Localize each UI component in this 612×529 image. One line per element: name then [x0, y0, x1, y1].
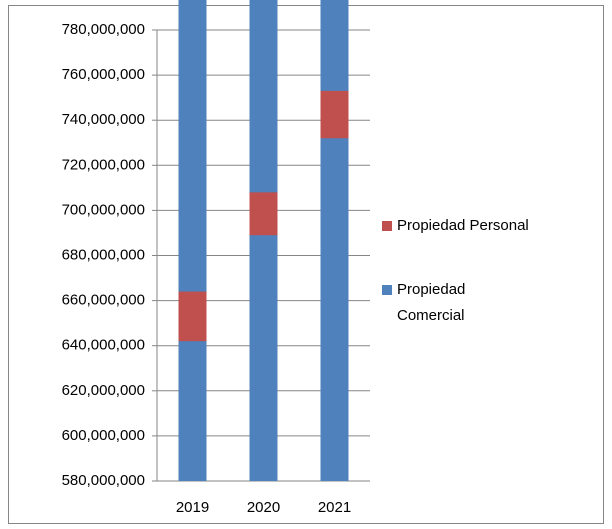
- x-tick-label: 2020: [247, 499, 280, 516]
- y-tick-label: 700,000,000: [62, 201, 145, 218]
- legend-entry: Propiedad Comercial: [382, 277, 512, 329]
- legend-swatch: [382, 221, 392, 231]
- y-tick-label: 660,000,000: [62, 292, 145, 309]
- bar-segment: [320, 90, 349, 139]
- bar-segment: [249, 0, 278, 481]
- legend-swatch: [382, 285, 392, 295]
- y-tick-label: 720,000,000: [62, 156, 145, 173]
- y-tick-label: 780,000,000: [62, 21, 145, 38]
- chart-border: [8, 5, 604, 524]
- bar-segment: [249, 192, 278, 236]
- y-tick-label: 620,000,000: [62, 382, 145, 399]
- bar-segment: [178, 0, 207, 481]
- y-tick-label: 680,000,000: [62, 246, 145, 263]
- legend-label: Propiedad Comercial: [397, 281, 466, 324]
- bar-segment: [320, 0, 349, 481]
- bar-segment: [178, 291, 207, 342]
- y-tick-label: 740,000,000: [62, 111, 145, 128]
- legend-label: Propiedad Personal: [397, 217, 529, 234]
- y-tick-label: 580,000,000: [62, 472, 145, 489]
- x-tick-label: 2021: [318, 499, 351, 516]
- y-tick-label: 760,000,000: [62, 66, 145, 83]
- x-tick-label: 2019: [176, 499, 209, 516]
- legend-entry: Propiedad Personal: [382, 213, 602, 239]
- y-tick-label: 640,000,000: [62, 337, 145, 354]
- y-tick-label: 600,000,000: [62, 427, 145, 444]
